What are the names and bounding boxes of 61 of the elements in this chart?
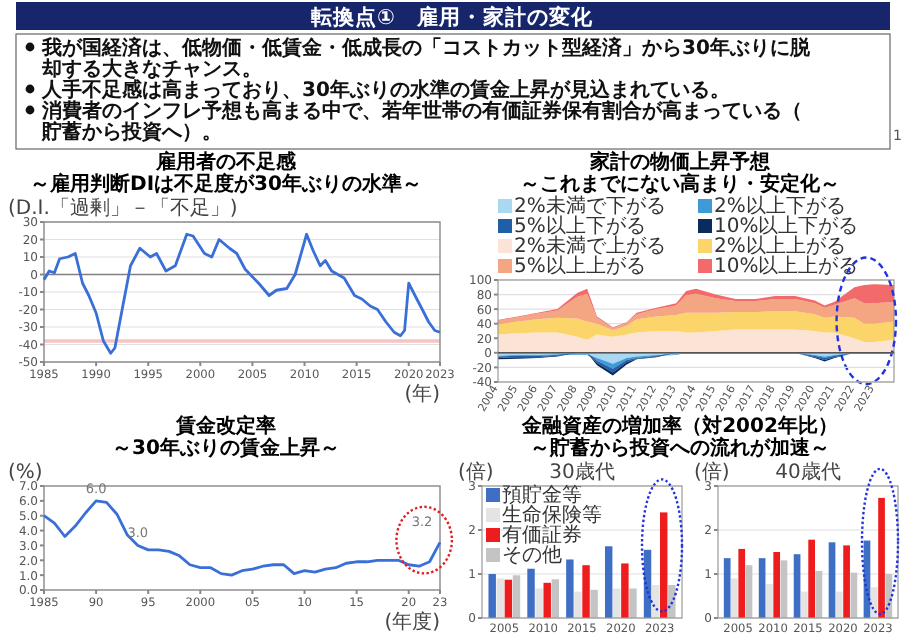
y-axis-title: (%) [8,462,43,484]
bar [773,552,781,618]
bar [808,539,815,618]
legend-label: 預貯金等 [502,483,582,507]
bar [551,579,560,618]
text: 金融資産の増加率（対2002年比） [520,414,838,438]
bar [870,587,878,618]
bar [504,579,513,618]
text: 我が国経済は、低物価・低賃金・低成長の「コストカット型経済」から30年ぶりに脱却する大きなチャンス。 [40,36,812,81]
bar [512,575,521,618]
bar [621,563,629,618]
x-axis-title: (年) [404,382,441,406]
chart-subtitle: ～雇用判断DIは不足度が30年ぶりの水準～ [30,172,422,196]
text: ～貯蓄から投資への流れが加速～ [530,436,830,460]
y-axis-title: (倍) [458,460,494,484]
chart-title: 40歳代 [775,460,841,484]
legend-label: 2%未満で下がる [514,194,666,218]
legend-label: 10%以上下がる [714,214,859,238]
y-axis-title: (D.I.「過剰」－「不足」) [8,196,238,220]
bar [723,558,731,618]
bar [843,545,850,618]
bar [613,588,621,618]
chart-title: 家計の物価上昇予想 [588,150,772,174]
bar [668,585,676,618]
legend-label: 2%未満で上がる [514,234,666,258]
legend-label: 2%以上下がる [714,194,846,218]
chart-subtitle: ～30年ぶりの賃金上昇～ [112,436,340,460]
chart-title: 雇用者の不足感 [154,150,298,174]
bar [835,591,843,618]
legend-label: 5%以上下がる [514,214,646,238]
bar [766,584,773,618]
text: 転換点① 雇用・家計の変化 [309,4,595,30]
legend-label: 有価証券 [502,523,582,547]
bar [543,582,551,618]
bar [604,546,613,618]
chart-title: 30歳代 [549,460,615,484]
bar [878,497,885,618]
chart-subtitle: ～これまでにない高まり・安定化～ [520,172,840,196]
bar [629,588,637,618]
bar [535,588,543,618]
legend-label: その他 [502,543,562,567]
x-axis-title: (年度) [384,610,441,634]
bar [801,591,808,618]
bar [574,591,582,618]
legend-label: 10%以上上がる [714,254,859,278]
bar [582,565,590,618]
line-series [42,232,442,355]
bar [738,548,746,618]
legend-label: 5%以上上がる [514,254,646,278]
bar [488,574,496,618]
chart-title: 賃金改定率 [174,414,276,438]
bar [590,589,598,618]
bar [566,559,574,618]
y-axis-title: (倍) [694,460,730,484]
legend-label: 2%以上上がる [714,234,846,258]
bar [527,568,535,618]
bar [885,574,893,618]
text: 消費者のインフレ予想も高まる中で、若年世帯の有価証券保有割合が高まっている（貯蓄から投資へ）。 [40,99,802,144]
text: 人手不足感は高まっており、30年ぶりの水準の賃金上昇が見込まれている。 [40,78,730,102]
bar [659,512,668,618]
legend-label: 生命保険等 [502,503,602,527]
